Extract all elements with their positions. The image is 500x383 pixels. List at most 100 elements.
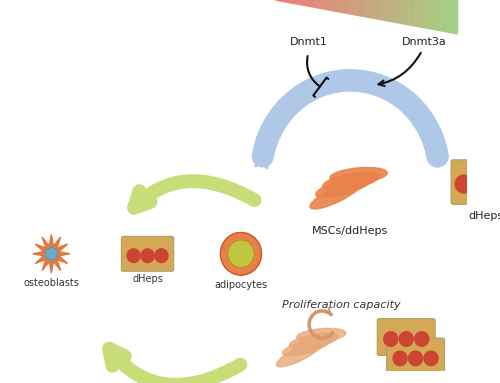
Polygon shape	[344, 0, 346, 13]
Ellipse shape	[296, 328, 346, 342]
Ellipse shape	[276, 342, 322, 367]
Polygon shape	[403, 0, 405, 24]
FancyBboxPatch shape	[386, 338, 444, 375]
Polygon shape	[353, 0, 355, 15]
Polygon shape	[421, 0, 424, 28]
Polygon shape	[339, 0, 342, 12]
Polygon shape	[394, 0, 396, 23]
Polygon shape	[308, 0, 310, 7]
Ellipse shape	[290, 333, 338, 349]
Circle shape	[393, 351, 407, 366]
Polygon shape	[316, 0, 318, 8]
Polygon shape	[432, 0, 435, 29]
Polygon shape	[371, 0, 374, 18]
Polygon shape	[292, 0, 294, 3]
Circle shape	[470, 175, 487, 193]
Polygon shape	[326, 0, 328, 10]
Polygon shape	[453, 0, 456, 33]
Polygon shape	[348, 0, 350, 14]
Polygon shape	[414, 0, 416, 26]
Polygon shape	[410, 0, 412, 25]
Polygon shape	[314, 0, 316, 8]
Polygon shape	[366, 0, 369, 17]
Polygon shape	[376, 0, 378, 19]
Ellipse shape	[310, 180, 362, 209]
Polygon shape	[440, 0, 442, 31]
Polygon shape	[380, 0, 382, 20]
Circle shape	[455, 175, 472, 193]
Ellipse shape	[323, 172, 380, 190]
Polygon shape	[364, 0, 366, 17]
Circle shape	[408, 351, 422, 366]
Text: Dnmt3a: Dnmt3a	[402, 37, 446, 47]
Polygon shape	[318, 0, 321, 8]
Circle shape	[424, 351, 438, 366]
Polygon shape	[446, 0, 448, 32]
Polygon shape	[369, 0, 371, 18]
Polygon shape	[289, 0, 292, 3]
Polygon shape	[360, 0, 362, 16]
Polygon shape	[405, 0, 407, 25]
Polygon shape	[412, 0, 414, 26]
Polygon shape	[448, 0, 451, 33]
Polygon shape	[362, 0, 364, 16]
Polygon shape	[437, 0, 440, 31]
Ellipse shape	[282, 338, 330, 356]
Circle shape	[220, 232, 262, 275]
Polygon shape	[300, 0, 303, 5]
Polygon shape	[358, 0, 360, 16]
Polygon shape	[378, 0, 380, 20]
Text: Dnmt1: Dnmt1	[290, 37, 328, 47]
Polygon shape	[298, 0, 300, 5]
Text: adipocytes: adipocytes	[214, 280, 268, 290]
Circle shape	[484, 175, 500, 193]
Polygon shape	[296, 0, 298, 4]
FancyBboxPatch shape	[378, 319, 435, 355]
Polygon shape	[390, 0, 392, 21]
Polygon shape	[287, 0, 289, 3]
Polygon shape	[435, 0, 437, 30]
Polygon shape	[426, 0, 428, 28]
Ellipse shape	[330, 167, 388, 183]
Text: MSCs/ddHeps: MSCs/ddHeps	[312, 226, 388, 236]
Polygon shape	[32, 234, 70, 273]
Polygon shape	[328, 0, 330, 10]
Polygon shape	[310, 0, 312, 7]
Polygon shape	[424, 0, 426, 28]
FancyBboxPatch shape	[451, 160, 500, 205]
Text: dHeps: dHeps	[468, 211, 500, 221]
Polygon shape	[303, 0, 305, 5]
Polygon shape	[321, 0, 324, 9]
Circle shape	[155, 249, 168, 262]
Circle shape	[141, 249, 154, 262]
Text: osteoblasts: osteoblasts	[24, 278, 80, 288]
Circle shape	[127, 249, 140, 262]
Circle shape	[400, 332, 413, 346]
Polygon shape	[392, 0, 394, 22]
Polygon shape	[337, 0, 339, 12]
Polygon shape	[419, 0, 421, 27]
Polygon shape	[342, 0, 344, 13]
Polygon shape	[284, 0, 287, 2]
Polygon shape	[350, 0, 353, 15]
Polygon shape	[330, 0, 332, 11]
Polygon shape	[442, 0, 444, 31]
Polygon shape	[278, 0, 280, 1]
Ellipse shape	[316, 177, 372, 198]
Polygon shape	[385, 0, 387, 21]
Polygon shape	[312, 0, 314, 7]
Circle shape	[384, 332, 398, 346]
Circle shape	[414, 332, 428, 346]
Circle shape	[228, 240, 254, 268]
Polygon shape	[382, 0, 385, 20]
Polygon shape	[294, 0, 296, 4]
Polygon shape	[332, 0, 334, 11]
Polygon shape	[428, 0, 430, 29]
Polygon shape	[408, 0, 410, 25]
Polygon shape	[346, 0, 348, 13]
Polygon shape	[430, 0, 432, 29]
Polygon shape	[451, 0, 453, 33]
Polygon shape	[280, 0, 282, 1]
Polygon shape	[324, 0, 326, 9]
Polygon shape	[374, 0, 376, 19]
